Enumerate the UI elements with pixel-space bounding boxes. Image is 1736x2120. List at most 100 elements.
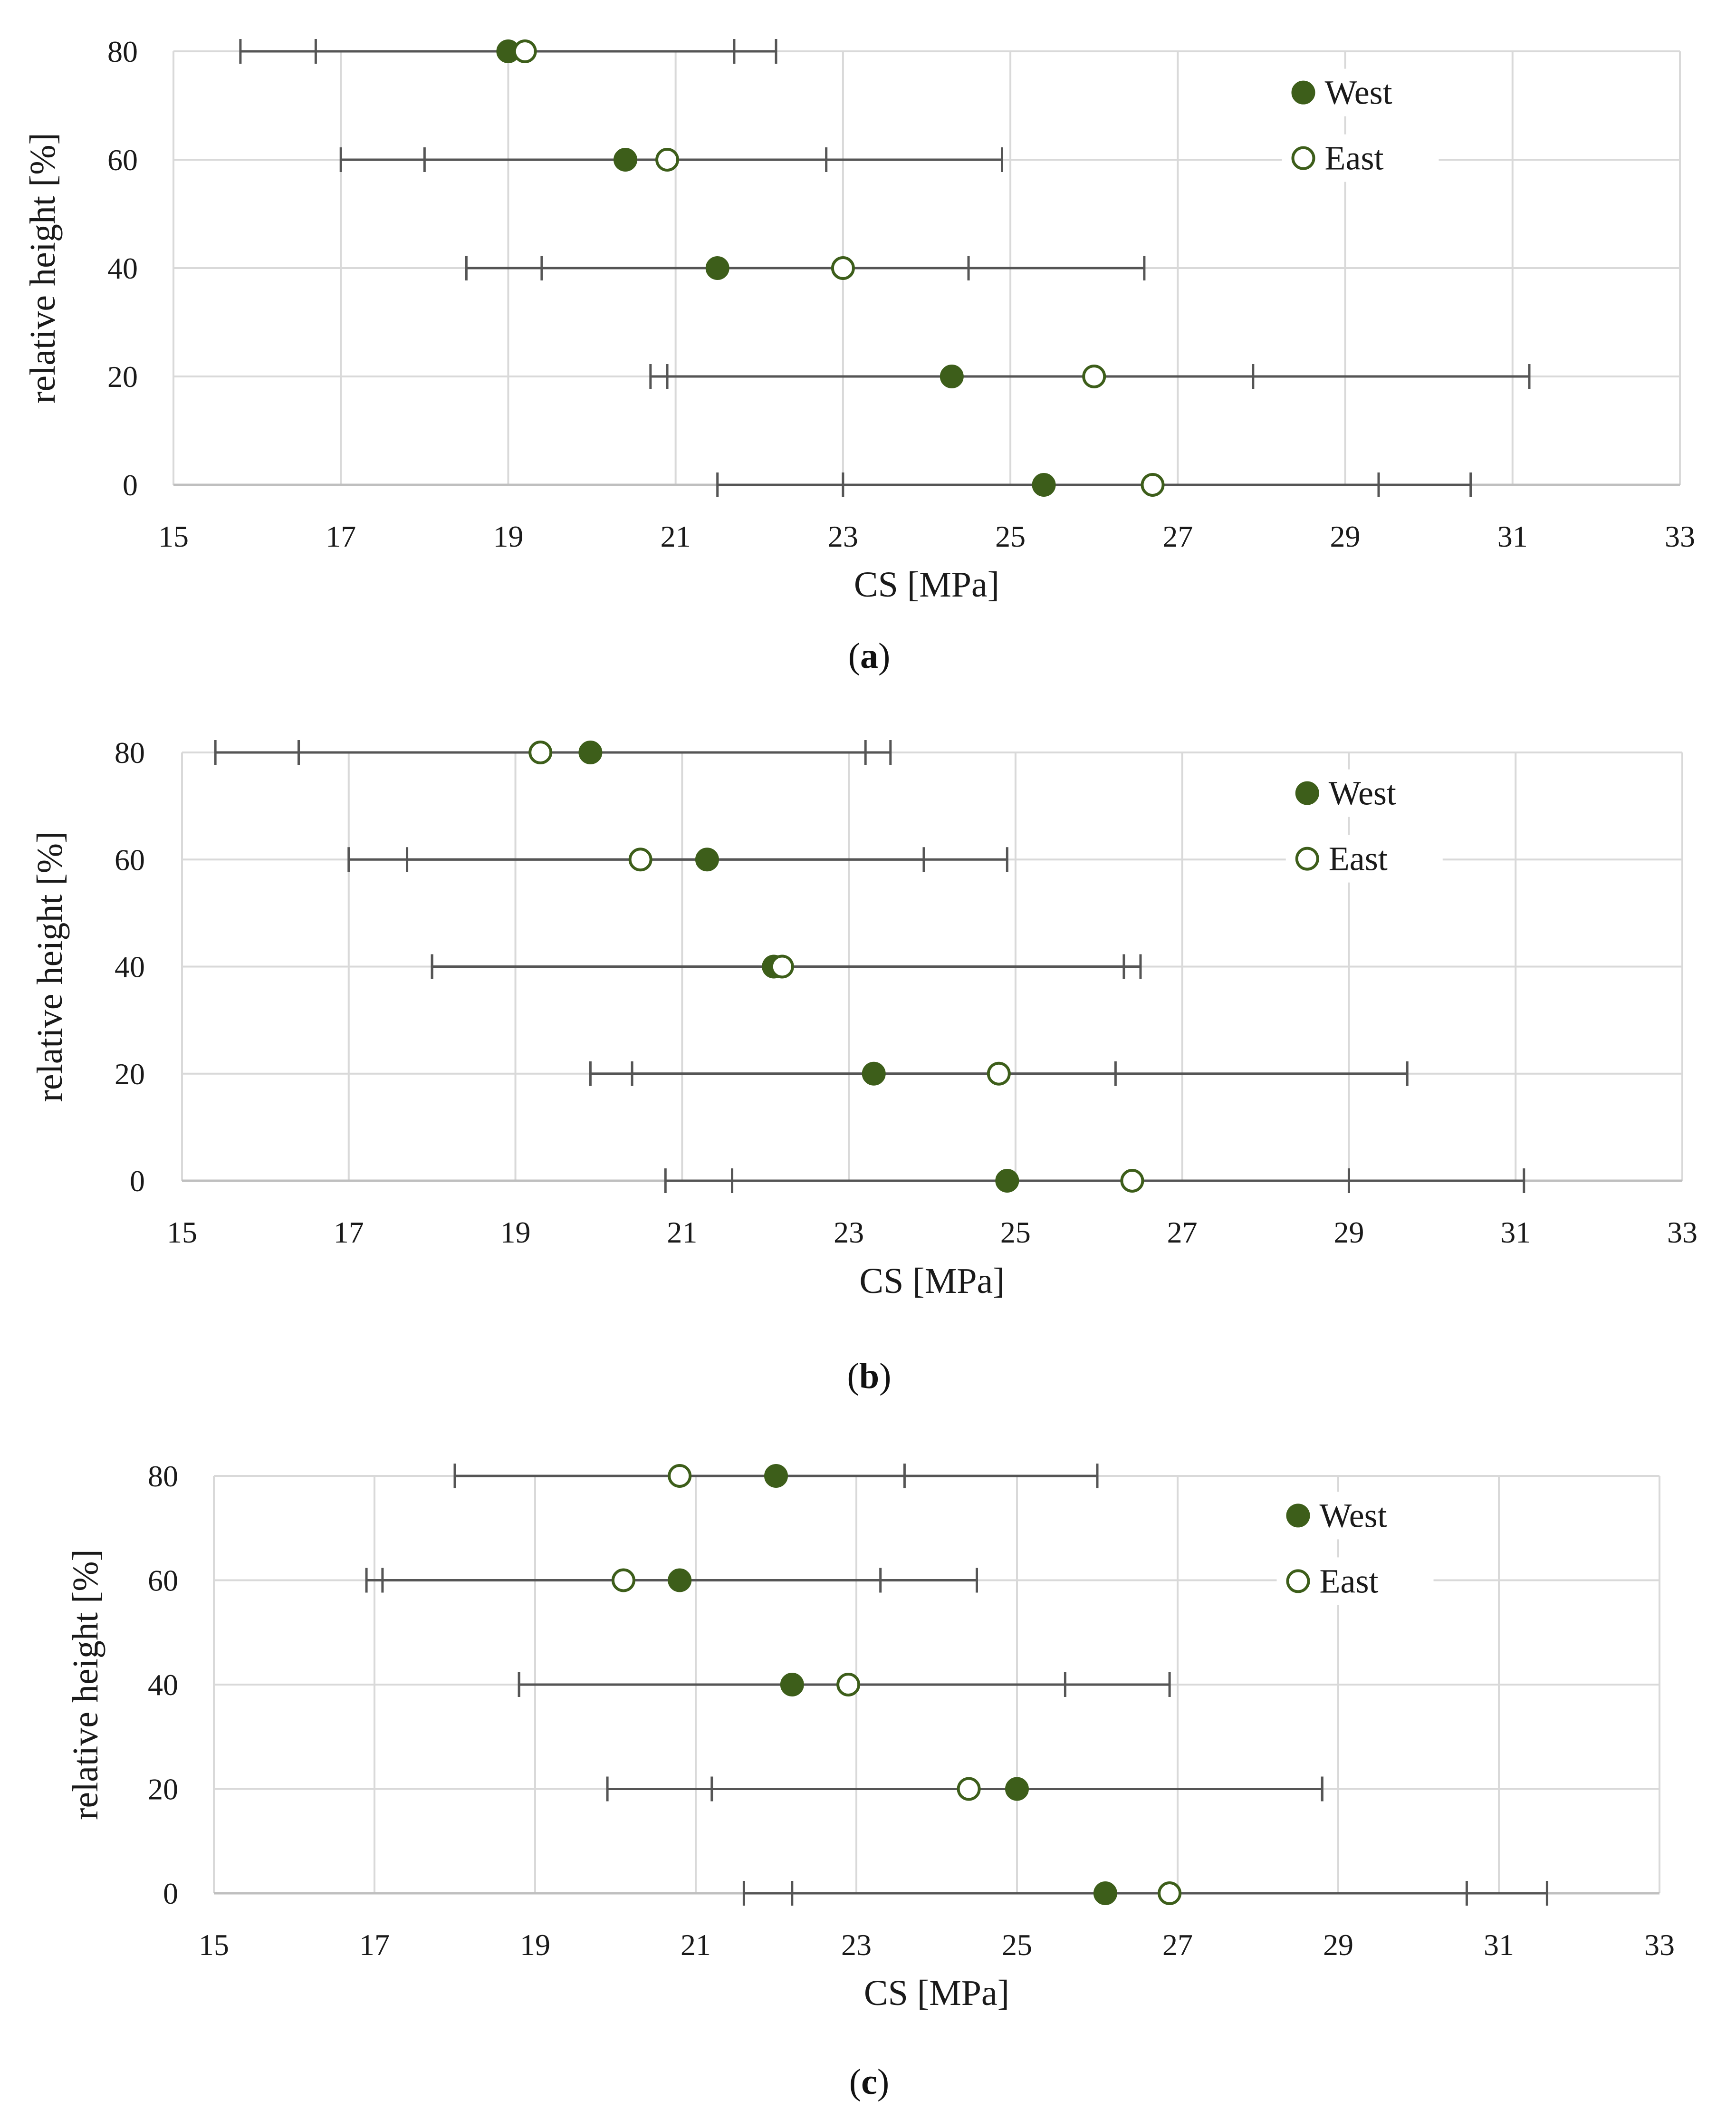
data-point-west bbox=[1005, 1777, 1029, 1801]
data-point-east bbox=[987, 1061, 1011, 1086]
x-tick-label: 21 bbox=[667, 1215, 697, 1249]
legend-marker-east bbox=[1291, 146, 1315, 170]
y-tick-label: 20 bbox=[115, 1057, 145, 1091]
y-tick-label: 60 bbox=[148, 1564, 178, 1598]
data-point-east bbox=[836, 1673, 861, 1696]
legend-label-west: West bbox=[1325, 74, 1392, 112]
x-tick-label: 31 bbox=[1497, 520, 1528, 553]
y-tick-label: 40 bbox=[107, 251, 138, 285]
data-point-east bbox=[957, 1777, 981, 1801]
x-tick-label: 25 bbox=[1002, 1928, 1032, 1962]
data-point-west bbox=[764, 1464, 788, 1488]
y-tick-label: 80 bbox=[107, 35, 138, 68]
y-tick-label: 40 bbox=[115, 950, 145, 984]
y-axis-title: relative height [%] bbox=[30, 831, 70, 1102]
x-axis-title: CS [MPa] bbox=[854, 565, 999, 605]
data-point-east bbox=[655, 148, 680, 172]
y-tick-label: 0 bbox=[123, 468, 138, 502]
legend-label-east: East bbox=[1325, 139, 1384, 177]
data-point-west bbox=[995, 1169, 1019, 1193]
data-point-east bbox=[668, 1464, 692, 1488]
x-tick-label: 31 bbox=[1484, 1928, 1514, 1962]
data-point-west bbox=[695, 848, 719, 872]
x-axis-title: CS [MPa] bbox=[864, 1973, 1009, 2013]
legend-label-east: East bbox=[1320, 1562, 1379, 1600]
y-axis-title: relative height [%] bbox=[23, 133, 63, 404]
data-point-east bbox=[528, 741, 553, 764]
x-tick-label: 17 bbox=[334, 1215, 364, 1249]
x-tick-label: 17 bbox=[326, 520, 356, 553]
chart-panel-c: 15 17 19 21 23 25 27 29 31 33 0 20 40 60 80 CS [MPa] rel… bbox=[66, 1459, 1675, 2102]
data-point-west bbox=[578, 741, 603, 764]
panel-caption-letter: b bbox=[859, 1356, 879, 1396]
legend-label-east: East bbox=[1329, 840, 1388, 878]
y-tick-label: 80 bbox=[148, 1459, 178, 1493]
legend-label-west: West bbox=[1320, 1496, 1387, 1534]
data-point-east bbox=[628, 848, 652, 872]
chart-panel-b: 15 17 19 21 23 25 27 29 31 33 0 20 40 60 80 CS [MPa] rel… bbox=[30, 736, 1698, 1396]
x-tick-label: 33 bbox=[1644, 1928, 1675, 1962]
legend-marker-east bbox=[1295, 847, 1319, 871]
y-tick-label: 80 bbox=[115, 736, 145, 770]
x-tick-label: 21 bbox=[661, 520, 691, 553]
x-tick-label: 15 bbox=[167, 1215, 197, 1249]
x-tick-label: 33 bbox=[1667, 1215, 1698, 1249]
data-point-west bbox=[862, 1061, 886, 1086]
panel-caption-letter: a bbox=[860, 636, 878, 676]
data-point-west bbox=[1032, 473, 1056, 497]
y-tick-label: 60 bbox=[107, 143, 138, 177]
x-tick-label: 27 bbox=[1167, 1215, 1198, 1249]
chart-panel-a: 15 17 19 21 23 25 27 29 31 33 0 20 40 60 80 CS [MPa] rel… bbox=[23, 35, 1695, 676]
x-tick-label: 17 bbox=[359, 1928, 390, 1962]
x-tick-label: 31 bbox=[1500, 1215, 1531, 1249]
x-tick-label: 29 bbox=[1333, 1215, 1364, 1249]
panel-caption: (c) bbox=[849, 2062, 889, 2102]
x-tick-label: 19 bbox=[500, 1215, 531, 1249]
y-tick-label: 60 bbox=[115, 843, 145, 877]
data-point-west bbox=[940, 365, 964, 388]
x-tick-label: 25 bbox=[1000, 1215, 1031, 1249]
legend: West East bbox=[1282, 68, 1439, 182]
legend: West East bbox=[1276, 1492, 1434, 1605]
x-tick-label: 21 bbox=[681, 1928, 711, 1962]
x-tick-label: 27 bbox=[1162, 1928, 1193, 1962]
x-tick-label: 29 bbox=[1330, 520, 1361, 553]
y-axis-title: relative height [%] bbox=[66, 1549, 106, 1820]
x-tick-label: 15 bbox=[158, 520, 189, 553]
data-point-east bbox=[1120, 1169, 1144, 1193]
data-point-east bbox=[770, 954, 794, 979]
panel-caption-letter: c bbox=[861, 2062, 877, 2102]
legend-marker-west bbox=[1286, 1503, 1310, 1528]
x-tick-label: 33 bbox=[1665, 520, 1695, 553]
data-point-west bbox=[1093, 1881, 1117, 1905]
legend-marker-east bbox=[1286, 1569, 1310, 1593]
y-tick-label: 0 bbox=[130, 1164, 145, 1198]
x-tick-label: 23 bbox=[841, 1928, 872, 1962]
data-point-west bbox=[780, 1673, 804, 1696]
x-tick-label: 27 bbox=[1162, 520, 1193, 553]
panel-caption: (a) bbox=[848, 636, 891, 676]
legend-marker-west bbox=[1291, 80, 1315, 105]
x-tick-label: 19 bbox=[493, 520, 523, 553]
data-point-east bbox=[1082, 365, 1106, 388]
legend: West East bbox=[1285, 769, 1443, 883]
y-tick-label: 0 bbox=[163, 1877, 178, 1910]
legend-marker-west bbox=[1295, 781, 1319, 805]
data-point-east bbox=[1158, 1881, 1182, 1905]
x-tick-label: 23 bbox=[834, 1215, 864, 1249]
data-point-east bbox=[611, 1568, 635, 1592]
data-point-west bbox=[614, 148, 637, 172]
y-tick-label: 20 bbox=[148, 1773, 178, 1806]
data-point-east bbox=[513, 39, 537, 63]
x-tick-label: 25 bbox=[995, 520, 1026, 553]
x-tick-label: 23 bbox=[828, 520, 858, 553]
data-point-west bbox=[668, 1568, 692, 1592]
x-tick-label: 19 bbox=[520, 1928, 550, 1962]
x-tick-label: 29 bbox=[1323, 1928, 1353, 1962]
y-tick-label: 20 bbox=[107, 360, 138, 394]
panel-caption: (b) bbox=[847, 1356, 892, 1396]
x-tick-label: 15 bbox=[199, 1928, 229, 1962]
legend-label-west: West bbox=[1329, 774, 1396, 812]
data-point-west bbox=[705, 256, 729, 280]
